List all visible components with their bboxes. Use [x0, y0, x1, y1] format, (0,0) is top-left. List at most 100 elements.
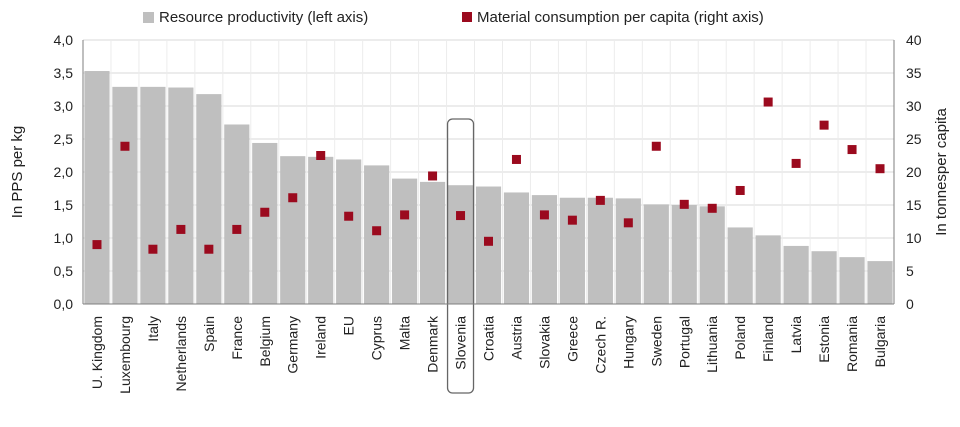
- bar: [196, 94, 222, 305]
- marker-point: [567, 215, 577, 225]
- legend-marker-swatch: [462, 12, 472, 22]
- left-tick-label: 1,5: [54, 197, 74, 213]
- bar: [224, 124, 250, 304]
- marker-point: [176, 224, 186, 234]
- left-tick-label: 0,0: [54, 296, 74, 312]
- category-label: Estonia: [816, 316, 832, 363]
- marker-point: [316, 151, 326, 160]
- category-label: Italy: [145, 316, 161, 342]
- bar: [392, 178, 418, 304]
- marker-point: [679, 199, 689, 209]
- bar: [867, 261, 893, 304]
- left-axis-ticks: 0,0 0,5 1,0 1,5 2,0 2,5 3,0 3,5 4,0: [54, 32, 74, 312]
- category-label: Belgium: [257, 316, 273, 367]
- marker-point: [204, 244, 214, 254]
- legend-marker-label: Material consumption per capita (right a…: [477, 9, 764, 26]
- bar: [587, 197, 613, 304]
- bar-series: [84, 71, 893, 305]
- bar: [84, 71, 110, 305]
- left-tick-label: 0,5: [54, 263, 74, 279]
- bar: [336, 159, 362, 304]
- category-label: France: [229, 316, 245, 360]
- marker-point: [148, 244, 158, 254]
- marker-point: [791, 158, 801, 168]
- marker-point: [763, 97, 773, 107]
- legend-bar-swatch: [143, 12, 154, 23]
- category-label: Ireland: [313, 316, 329, 359]
- marker-point: [400, 210, 410, 220]
- legend: Resource productivity (left axis) Materi…: [143, 9, 764, 26]
- bar: [112, 86, 138, 304]
- category-label: Luxembourg: [117, 316, 133, 394]
- category-label: Netherlands: [173, 316, 189, 392]
- category-label: Germany: [285, 316, 301, 374]
- marker-point: [511, 154, 521, 164]
- right-tick-label: 30: [906, 98, 922, 114]
- axes: [82, 40, 895, 305]
- right-axis-ticks: 0 5 10 15 20 25 30 35 40: [906, 32, 922, 312]
- right-tick-label: 40: [906, 32, 922, 48]
- bar: [615, 198, 641, 304]
- bar: [755, 235, 781, 304]
- marker-point: [623, 218, 633, 228]
- category-label: Sweden: [648, 316, 664, 367]
- legend-bar-label: Resource productivity (left axis): [159, 9, 368, 26]
- right-tick-label: 15: [906, 197, 922, 213]
- category-label: Finland: [760, 316, 776, 362]
- category-label: Spain: [201, 316, 217, 352]
- category-label: Slovakia: [536, 316, 552, 369]
- category-label: Croatia: [481, 316, 497, 361]
- bar: [419, 181, 446, 304]
- category-label: Lithuania: [704, 316, 720, 373]
- bar: [699, 206, 725, 304]
- right-tick-label: 25: [906, 131, 922, 147]
- bar: [727, 227, 753, 304]
- category-label: Malta: [397, 316, 413, 350]
- marker-point: [456, 211, 466, 221]
- category-label: EU: [341, 316, 357, 335]
- category-label: Cyprus: [369, 316, 385, 360]
- left-tick-label: 3,0: [54, 98, 74, 114]
- y-axis-title-left: In PPS per kg: [9, 126, 26, 219]
- category-label: Austria: [508, 316, 524, 360]
- category-label: Latvia: [788, 316, 804, 354]
- bar: [671, 205, 697, 304]
- bar: [447, 185, 474, 304]
- bar: [503, 192, 530, 304]
- marker-point: [539, 210, 549, 220]
- marker-point: [428, 171, 438, 181]
- category-label: Slovenia: [453, 316, 469, 370]
- category-label: Poland: [732, 316, 748, 360]
- left-tick-label: 3,5: [54, 65, 74, 81]
- marker-point: [232, 224, 242, 234]
- category-label: Romania: [844, 316, 860, 372]
- marker-point: [344, 211, 354, 221]
- right-tick-label: 5: [906, 263, 914, 279]
- highlight-group: [446, 118, 475, 394]
- bar: [308, 156, 334, 304]
- marker-point: [847, 145, 857, 155]
- category-label: U. Kingdom: [89, 316, 105, 389]
- bar: [783, 245, 809, 304]
- category-label: Bulgaria: [872, 316, 888, 368]
- highlight-box: [446, 118, 475, 394]
- bar: [811, 251, 837, 304]
- bar: [140, 86, 166, 304]
- category-label: Greece: [564, 316, 580, 362]
- marker-point: [288, 193, 298, 203]
- category-label: Hungary: [620, 316, 636, 369]
- right-tick-label: 35: [906, 65, 922, 81]
- left-tick-label: 1,0: [54, 230, 74, 246]
- marker-point: [595, 195, 605, 205]
- bar: [252, 142, 278, 304]
- bar: [839, 257, 865, 304]
- marker-point: [735, 185, 745, 195]
- marker-point: [260, 207, 270, 217]
- marker-point: [484, 236, 493, 246]
- right-tick-label: 20: [906, 164, 922, 180]
- left-tick-label: 2,5: [54, 131, 74, 147]
- marker-point: [819, 120, 829, 130]
- marker-point: [875, 164, 885, 174]
- category-labels: U. Kingdom Luxembourg Italy Netherlands Spai…: [89, 315, 888, 394]
